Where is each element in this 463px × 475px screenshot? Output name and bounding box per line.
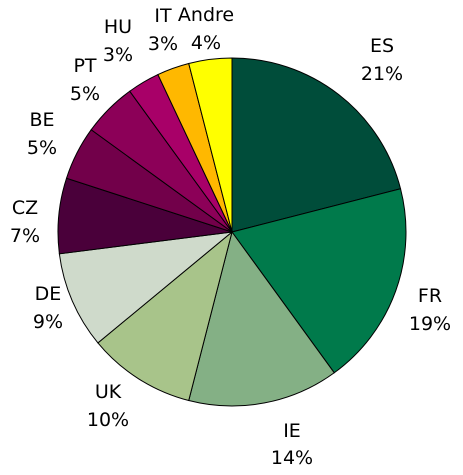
slice-value-de: 9%	[33, 311, 63, 333]
slice-value-fr: 19%	[409, 313, 451, 335]
slice-value-andre: 4%	[191, 32, 221, 54]
slice-value-cz: 7%	[10, 225, 40, 247]
slice-value-uk: 10%	[87, 409, 129, 431]
slice-value-pt: 5%	[70, 83, 100, 105]
slice-label-cz: CZ	[12, 197, 38, 219]
slice-value-hu: 3%	[103, 44, 133, 66]
slice-value-it: 3%	[148, 33, 178, 55]
slice-value-es: 21%	[361, 63, 403, 85]
pie-slice-andre	[188, 57, 233, 233]
pie-labels: ES 21% FR 19% IE 14% UK 10% DE 9% CZ 7% BE 5% PT 5% HU 3%…	[10, 4, 451, 469]
pie-slice-fr	[231, 188, 407, 374]
pie-slice-es	[231, 57, 402, 233]
slice-label-it: IT	[154, 5, 172, 27]
slice-label-hu: HU	[104, 16, 132, 38]
slice-value-be: 5%	[27, 137, 57, 159]
pie-slice-de	[58, 231, 234, 344]
slice-label-pt: PT	[73, 55, 96, 77]
pie-slice-ie	[188, 230, 335, 407]
slice-label-uk: UK	[95, 381, 122, 403]
slice-label-andre: Andre	[178, 4, 234, 26]
slice-label-ie: IE	[283, 420, 301, 442]
slice-value-ie: 14%	[271, 447, 313, 469]
slice-label-fr: FR	[418, 285, 442, 307]
pie-slice-uk	[97, 230, 233, 402]
pie-slices	[57, 57, 407, 407]
slice-label-de: DE	[35, 283, 62, 305]
slice-label-es: ES	[370, 35, 394, 57]
slice-label-be: BE	[29, 109, 54, 131]
